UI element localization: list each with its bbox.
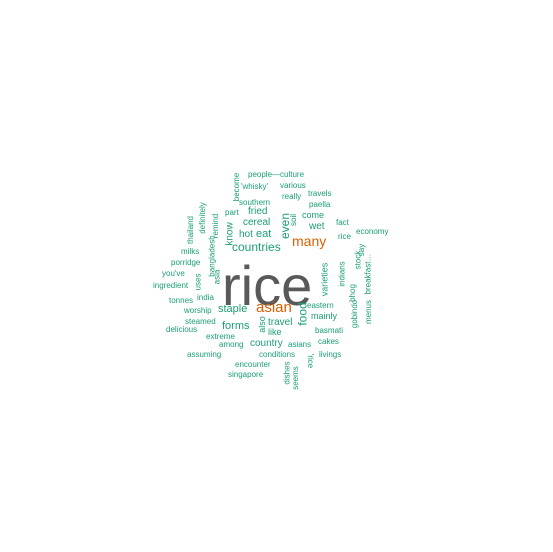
word-really: really	[282, 192, 302, 201]
word-basmati: basmati	[315, 326, 344, 335]
word-indians: indians	[337, 261, 347, 287]
word-asians: asians	[288, 340, 312, 349]
word-rice-main: rice	[222, 254, 313, 317]
word-fried: fried	[248, 206, 268, 217]
word-economy: economy	[356, 227, 389, 236]
word-soil: soil	[289, 213, 299, 227]
word-staple: staple	[218, 303, 248, 315]
word-also: also	[256, 316, 267, 333]
word-youve: you've	[162, 269, 185, 278]
word-asian: asian	[256, 299, 292, 316]
word-know: know	[224, 222, 236, 246]
word-asia: asia	[212, 269, 222, 285]
word-people-culture: people—culture	[248, 170, 305, 179]
word-countries: countries	[232, 240, 281, 254]
word-gobindo: gobindo	[350, 299, 360, 329]
word-uses: uses	[193, 273, 203, 291]
word-singapore: singapore	[228, 370, 264, 379]
word-varieties: varieties	[319, 262, 330, 297]
word-delicious: delicious	[166, 325, 198, 334]
word-encounter: encounter	[235, 360, 271, 369]
word-steamed: steamed	[185, 317, 216, 326]
word-travels: travels	[308, 189, 332, 198]
word-paella: paella	[309, 200, 331, 209]
word-mainly: mainly	[311, 311, 338, 321]
word-among: among	[219, 340, 244, 349]
word-milks: milks	[181, 247, 200, 256]
word-worship: worship	[184, 306, 212, 315]
word-eastern: eastern	[307, 301, 334, 310]
word-menus: menus	[364, 299, 374, 325]
word-conditions: conditions	[259, 350, 296, 359]
word-seems: seems	[290, 366, 300, 390]
word-like: like	[268, 327, 282, 337]
word-come: come	[302, 210, 325, 220]
word-stock: stock	[353, 250, 363, 270]
word-livings: livings	[319, 350, 342, 359]
word-wet: wet	[309, 221, 325, 232]
word-extreme: extreme	[206, 332, 235, 341]
word-southern: southern	[239, 198, 271, 207]
word-definitely: definitely	[197, 202, 207, 234]
word-eat: eat	[256, 228, 272, 240]
word-fact: fact	[336, 218, 349, 227]
word-whisky: 'whisky'	[241, 182, 269, 191]
word-forms: forms	[222, 320, 250, 332]
word-many: many	[292, 233, 327, 249]
word-rice-quote: 'rice	[306, 353, 316, 369]
word-thailand: thailand	[186, 215, 196, 245]
word-assuming: assuming	[187, 350, 222, 359]
word-travel: travel	[268, 317, 293, 328]
word-porridge: porridge	[171, 258, 201, 267]
word-cereal: cereal	[243, 217, 271, 228]
word-tonnes: tonnes	[169, 296, 194, 305]
word-breakfast: breakfast…	[363, 253, 373, 295]
word-various: various	[280, 181, 306, 190]
word-india: india	[197, 293, 214, 302]
word-part: part	[225, 208, 239, 217]
word-cakes: cakes	[318, 337, 339, 346]
word-rice-small: rice	[338, 232, 351, 241]
word-country: country	[250, 338, 283, 349]
word-ingredient: ingredient	[153, 281, 189, 290]
word-hot: hot	[239, 229, 253, 240]
